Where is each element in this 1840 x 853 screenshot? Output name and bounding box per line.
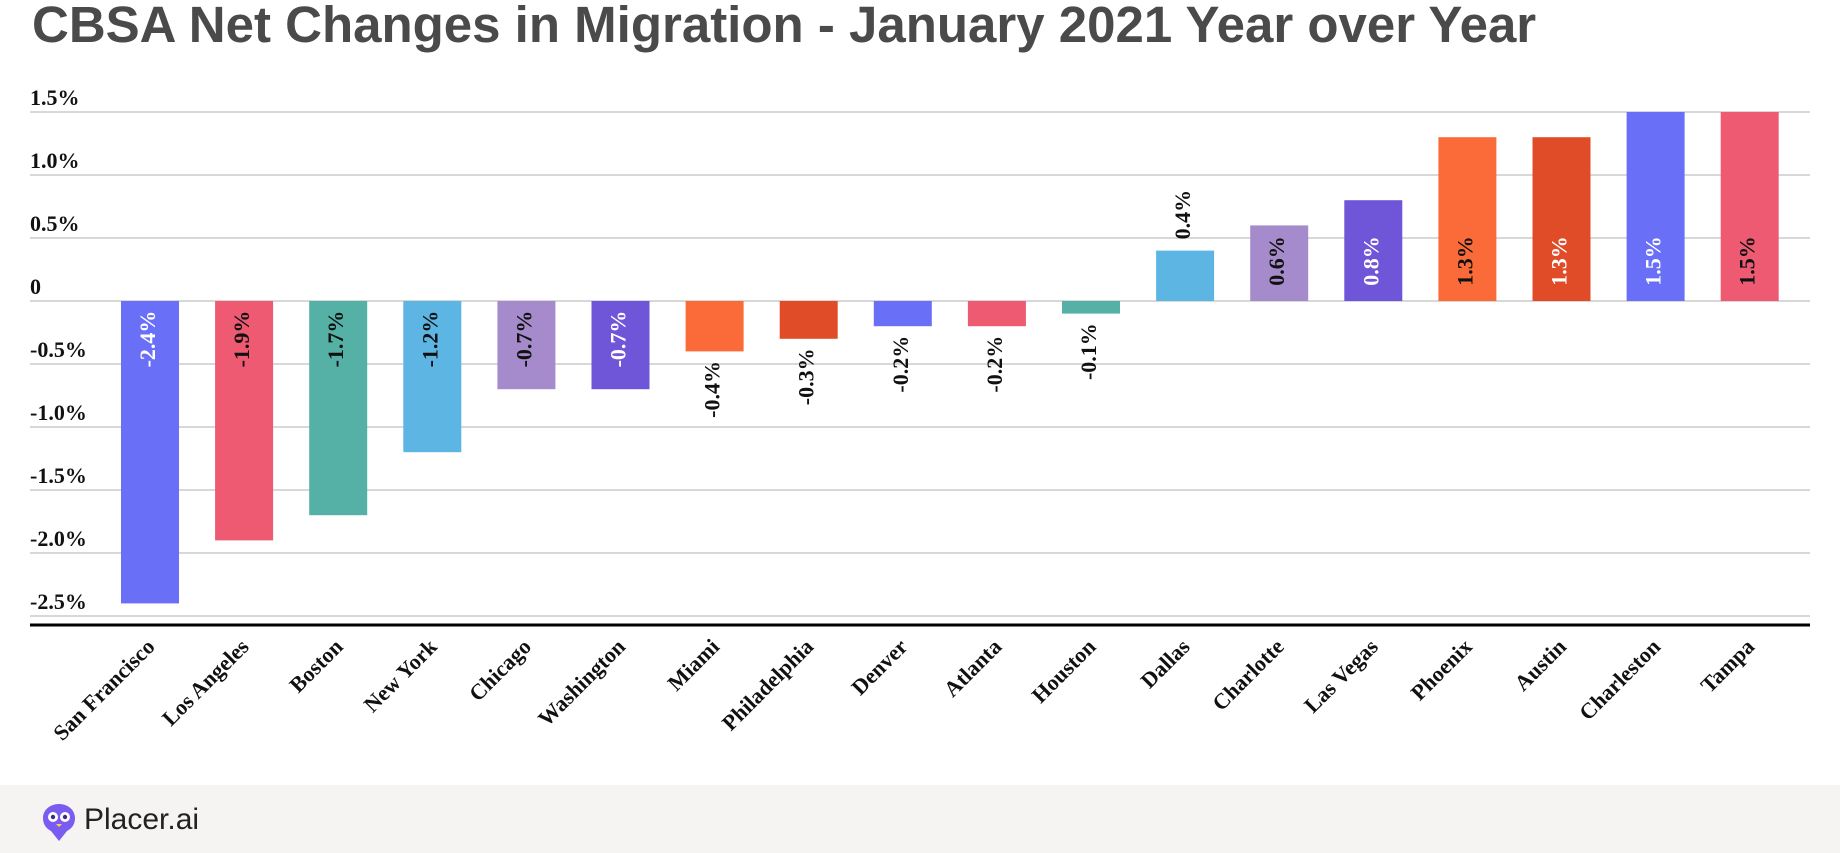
bar [215,301,274,541]
category-label: Houston [1027,634,1101,708]
data-label: -0.7% [511,311,536,368]
category-label: Dallas [1135,634,1194,693]
chart-title: CBSA Net Changes in Migration - January … [32,0,1537,53]
bars [121,112,1779,604]
bar [121,301,179,604]
footer: Placer.ai [0,785,1840,853]
y-tick-label: 1.5% [30,85,80,110]
category-label: New York [359,633,443,717]
brand-name: Placer.ai [84,803,200,836]
bar [685,301,744,352]
data-label: -0.2% [982,336,1007,393]
y-tick-label: -0.5% [30,337,87,362]
y-tick-label: -2.5% [30,589,87,614]
bar [591,301,650,390]
bar [403,301,462,453]
bar [309,301,368,516]
bar [1438,137,1497,301]
y-tick-label: 0.5% [30,211,80,236]
category-label: Tampa [1695,634,1759,698]
category-label: Miami [662,634,724,696]
category-label: Los Angeles [157,634,254,731]
category-label: Charleston [1574,634,1665,725]
data-label: 0.8% [1358,236,1383,286]
y-axis: 1.5% 1.0% 0.5% 0 -0.5% -1.0% -1.5% -2.0% -2.5% [30,85,87,614]
data-label: -0.4% [700,361,725,418]
data-label: 1.5% [1641,236,1666,286]
bar [873,301,932,327]
data-label: 1.5% [1735,236,1760,286]
data-label: -1.7% [323,311,348,368]
y-tick-label: -1.5% [30,463,87,488]
bar [1250,225,1309,301]
bar [1532,137,1591,301]
category-label: Denver [846,634,912,700]
category-label: Chicago [464,634,536,706]
data-labels: -2.4% -1.9% -1.7% -1.2% -0.7% -0.7% -0.4% -0.3%… [135,190,1760,418]
category-label: Charlotte [1207,634,1289,716]
category-label: Phoenix [1406,634,1477,705]
data-label: -0.7% [606,311,631,368]
bar [1156,250,1215,301]
data-label: 0.4% [1170,190,1195,240]
data-label: -1.9% [229,311,254,368]
category-label: San Francisco [48,634,159,745]
category-label: Austin [1509,634,1571,696]
category-label: Washington [533,634,630,731]
bar [497,301,556,390]
y-tick-label: -1.0% [30,400,87,425]
data-label: -1.2% [417,311,442,368]
data-label: 1.3% [1547,236,1572,286]
data-label: -2.4% [135,311,160,368]
data-label: 1.3% [1452,236,1477,286]
bar [779,301,838,339]
y-tick-label: -2.0% [30,526,87,551]
category-label: Boston [284,634,347,697]
y-tick-label: 0 [30,274,41,299]
data-label: -0.3% [794,348,819,405]
category-label: Philadelphia [717,634,819,736]
bar [967,301,1026,327]
bar [1720,112,1779,301]
data-label: -0.2% [888,336,913,393]
bar-chart: 1.5% 1.0% 0.5% 0 -0.5% -1.0% -1.5% -2.0% -2.5% -… [30,85,1810,745]
data-label: 0.6% [1264,236,1289,286]
bar [1344,200,1403,301]
y-tick-label: 1.0% [30,148,80,173]
bar [1062,301,1120,314]
data-label: -0.1% [1076,323,1101,380]
bar [1626,112,1685,301]
category-label: Atlanta [939,634,1007,702]
category-label: Las Vegas [1299,634,1383,718]
placer-logo-icon [43,804,75,841]
